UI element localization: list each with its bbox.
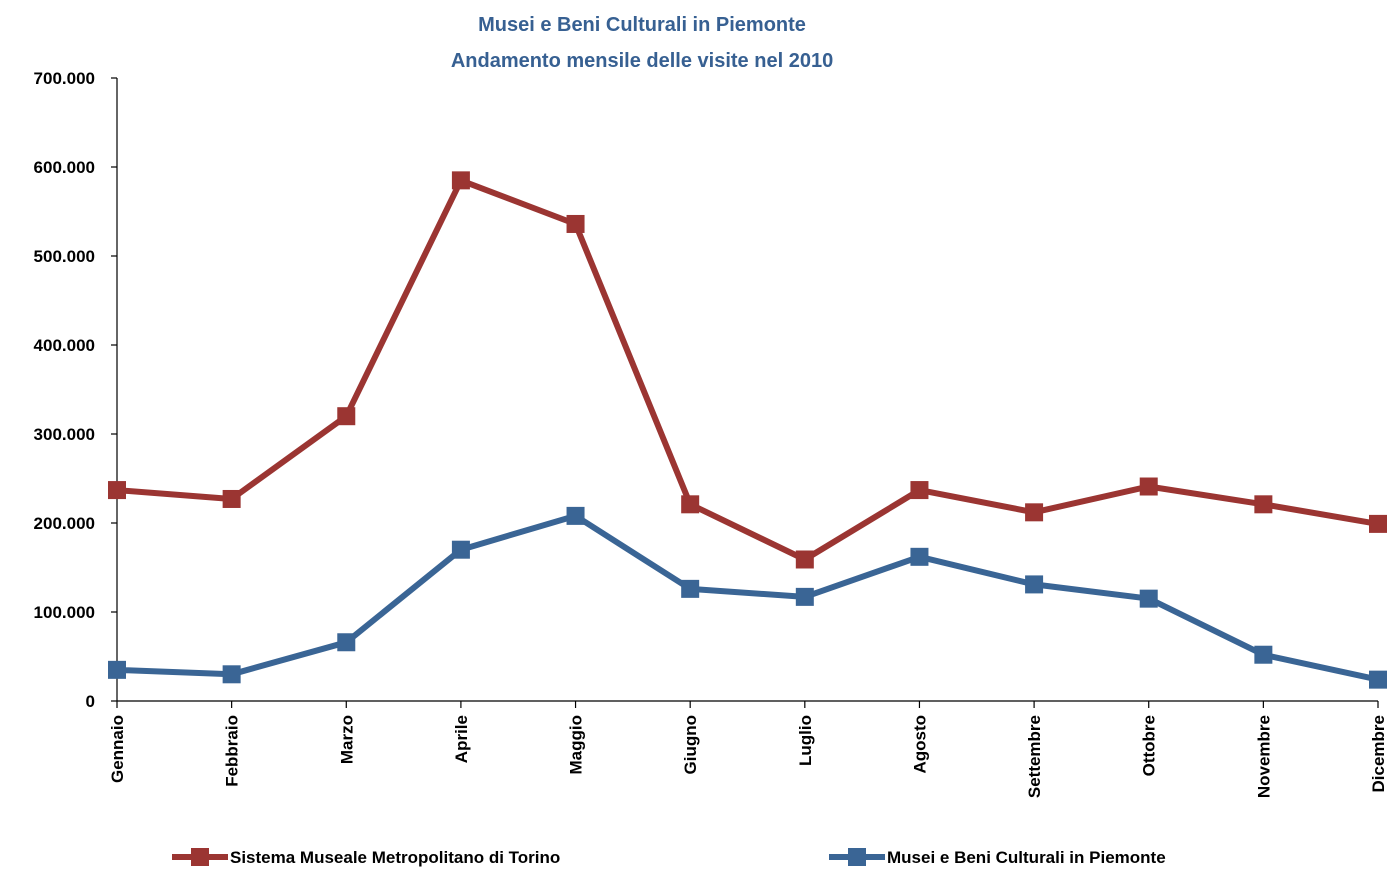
series-1 — [108, 506, 1387, 689]
data-point-marker — [222, 489, 241, 508]
x-tick-label: Novembre — [1254, 715, 1273, 798]
series-line — [116, 177, 1379, 563]
y-tick-label: 200.000 — [34, 514, 95, 533]
data-point-marker — [1025, 575, 1044, 594]
x-tick-label: Maggio — [567, 715, 586, 775]
data-point-marker — [1139, 477, 1158, 496]
y-tick-label: 500.000 — [34, 247, 95, 266]
legend-item: Musei e Beni Culturali in Piemonte — [829, 848, 1166, 867]
data-point-marker — [1139, 589, 1158, 608]
legend: Sistema Museale Metropolitano di Torino M… — [172, 848, 1166, 867]
data-point-marker — [566, 506, 585, 525]
data-point-marker — [795, 550, 814, 569]
x-tick-label: Giugno — [681, 715, 700, 774]
data-point-marker — [337, 633, 356, 652]
x-tick-label: Aprile — [452, 715, 471, 763]
y-tick-label: 0 — [86, 692, 95, 711]
x-tick-label: Gennaio — [108, 715, 127, 783]
data-point-marker — [337, 407, 356, 426]
axes: 0 100.000 200.000 300.000 400.000 500.000 600.… — [34, 69, 1388, 798]
x-tick-label: Dicembre — [1369, 715, 1388, 792]
y-tick-label: 300.000 — [34, 425, 95, 444]
data-point-marker — [1254, 495, 1273, 514]
x-tick-label: Settembre — [1025, 715, 1044, 798]
x-tick-label: Luglio — [796, 715, 815, 766]
series-line — [116, 512, 1379, 683]
y-tick-label: 400.000 — [34, 336, 95, 355]
data-point-marker — [681, 495, 700, 514]
legend-label: Sistema Museale Metropolitano di Torino — [230, 848, 560, 867]
data-point-marker — [681, 579, 700, 598]
y-tick-label: 700.000 — [34, 69, 95, 88]
data-point-marker — [108, 660, 126, 679]
chart-title: Musei e Beni Culturali in Piemonte — [478, 14, 806, 36]
data-point-marker — [108, 481, 126, 500]
y-tick-label: 600.000 — [34, 158, 95, 177]
chart-subtitle: Andamento mensile delle visite nel 2010 — [451, 50, 833, 72]
data-point-marker — [1025, 503, 1044, 522]
data-point-marker — [451, 540, 470, 559]
y-tick-label: 100.000 — [34, 603, 95, 622]
data-point-marker — [910, 547, 929, 566]
x-tick-label: Febbraio — [223, 715, 242, 787]
data-point-marker — [1369, 514, 1387, 533]
x-tick-label: Agosto — [910, 715, 929, 774]
legend-label: Musei e Beni Culturali in Piemonte — [887, 848, 1166, 867]
series-layer — [108, 171, 1387, 689]
legend-swatch-marker — [191, 848, 209, 866]
data-point-marker — [566, 214, 585, 233]
data-point-marker — [910, 481, 929, 500]
data-point-marker — [451, 171, 470, 190]
series-0 — [108, 171, 1387, 569]
data-point-marker — [795, 587, 814, 606]
legend-item: Sistema Museale Metropolitano di Torino — [172, 848, 560, 867]
x-tick-label: Marzo — [337, 715, 356, 764]
legend-swatch-marker — [848, 848, 866, 866]
data-point-marker — [1254, 645, 1273, 664]
data-point-marker — [1369, 670, 1387, 689]
data-point-marker — [222, 665, 241, 684]
x-tick-label: Ottobre — [1140, 715, 1159, 776]
